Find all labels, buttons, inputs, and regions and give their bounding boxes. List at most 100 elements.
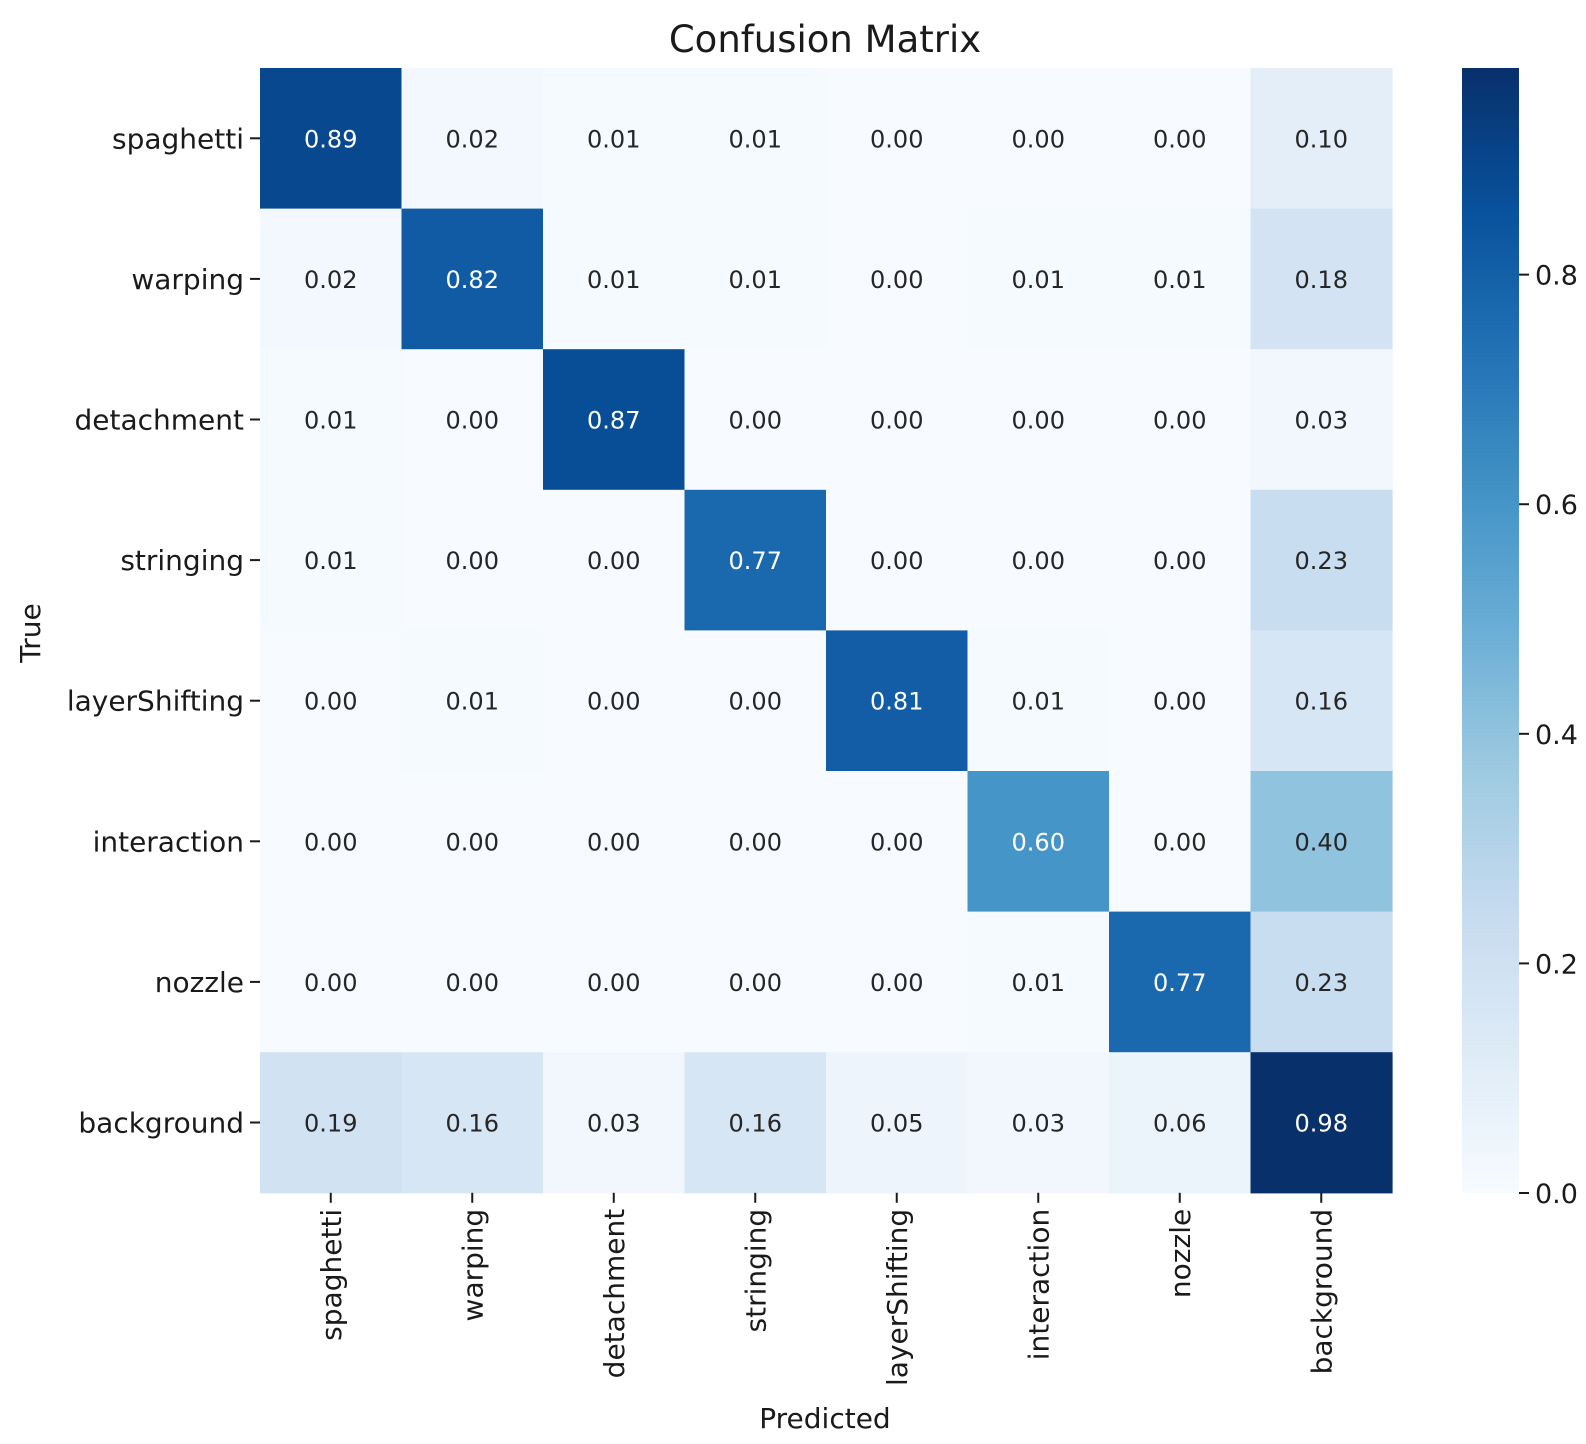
cell-value-label: 0.00 — [1153, 828, 1206, 856]
heatmap-cell — [1250, 489, 1393, 631]
x-tick-label: layerShifting — [881, 1209, 914, 1386]
heatmap-cell — [684, 1052, 827, 1194]
cell-value-label: 0.00 — [1012, 125, 1065, 153]
x-tick-label: interaction — [1022, 1209, 1055, 1360]
colorbar-ticks: 0.0 0.2 0.4 0.6 0.8 — [1519, 261, 1578, 1210]
cell-value-label: 0.00 — [1153, 547, 1206, 575]
cell-value-label: 0.77 — [1153, 969, 1206, 997]
cell-value-label: 0.01 — [1012, 969, 1065, 997]
heatmap-cell — [401, 911, 544, 1053]
heatmap-cell — [401, 208, 544, 350]
heatmap-cell — [401, 630, 544, 772]
x-tick-label: detachment — [598, 1209, 631, 1379]
y-axis-label: True — [14, 603, 47, 663]
cell-value-label: 0.00 — [304, 969, 357, 997]
colorbar-tick-label: 0.8 — [1535, 261, 1578, 292]
heatmap-cell — [1250, 1052, 1393, 1194]
cell-value-label: 0.60 — [1012, 828, 1065, 856]
y-tick-label: detachment — [74, 404, 244, 437]
cell-value-label: 0.00 — [1153, 407, 1206, 435]
x-axis-ticks: spaghetti warping detachment stringing layer… — [315, 1192, 1338, 1386]
heatmap-cell — [1250, 68, 1393, 210]
cell-value-label: 0.00 — [587, 688, 640, 716]
heatmap-cell — [401, 489, 544, 631]
cell-value-label: 0.01 — [1012, 688, 1065, 716]
heatmap-cell — [1109, 911, 1252, 1053]
colorbar-tick-label: 0.0 — [1535, 1179, 1578, 1210]
cell-value-label: 0.19 — [304, 1110, 357, 1138]
cell-value-label: 0.00 — [587, 828, 640, 856]
heatmap-cell — [260, 208, 403, 350]
x-axis-label: Predicted — [759, 1402, 890, 1435]
heatmap-cell — [543, 771, 686, 913]
heatmap-cell — [684, 630, 827, 772]
heatmap-cell — [260, 771, 403, 913]
heatmap-cell — [1250, 630, 1393, 772]
cell-value-label: 0.23 — [1295, 547, 1348, 575]
cell-value-label: 0.87 — [587, 407, 640, 435]
heatmap-cell — [543, 1052, 686, 1194]
heatmap-cell — [543, 349, 686, 491]
y-tick-label: layerShifting — [67, 685, 244, 718]
heatmap-cells — [260, 68, 1393, 1194]
cell-value-label: 0.00 — [587, 969, 640, 997]
heatmap-cell — [260, 630, 403, 772]
colorbar-tick-label: 0.4 — [1535, 720, 1578, 751]
heatmap-cell — [1109, 630, 1252, 772]
heatmap-cell — [260, 489, 403, 631]
cell-value-label: 0.00 — [870, 266, 923, 294]
y-tick-label: spaghetti — [112, 122, 244, 155]
heatmap-cell — [967, 771, 1110, 913]
cell-value-label: 0.00 — [729, 969, 782, 997]
cell-value-label: 0.00 — [446, 969, 499, 997]
heatmap-cell — [1250, 349, 1393, 491]
cell-value-label: 0.03 — [1012, 1110, 1065, 1138]
cell-value-label: 0.00 — [729, 688, 782, 716]
cell-value-label: 0.01 — [729, 125, 782, 153]
heatmap-cell — [826, 489, 969, 631]
heatmap-cell — [260, 1052, 403, 1194]
heatmap-cell — [967, 349, 1110, 491]
heatmap-cell — [543, 208, 686, 350]
cell-value-label: 0.05 — [870, 1110, 923, 1138]
cell-value-label: 0.16 — [446, 1110, 499, 1138]
heatmap-cell — [401, 1052, 544, 1194]
heatmap-cell — [1250, 208, 1393, 350]
heatmap-cell — [826, 208, 969, 350]
cell-value-label: 0.00 — [870, 828, 923, 856]
heatmap-cell — [401, 771, 544, 913]
cell-value-label: 0.02 — [304, 266, 357, 294]
heatmap-cell — [967, 1052, 1110, 1194]
heatmap-cell — [543, 911, 686, 1053]
heatmap-cell — [1250, 911, 1393, 1053]
heatmap-cell — [1109, 68, 1252, 210]
heatmap-cell — [684, 771, 827, 913]
y-axis-ticks: spaghetti warping detachment stringing layer… — [67, 122, 260, 1140]
heatmap-cell — [684, 208, 827, 350]
cell-value-label: 0.00 — [870, 407, 923, 435]
heatmap-cell — [967, 630, 1110, 772]
heatmap-cell — [1109, 349, 1252, 491]
heatmap-cell — [543, 630, 686, 772]
y-tick-label: background — [78, 1107, 244, 1140]
cell-value-label: 0.89 — [304, 125, 357, 153]
cell-value-label: 0.01 — [729, 266, 782, 294]
x-tick-label: stringing — [739, 1209, 772, 1333]
x-tick-label: nozzle — [1164, 1209, 1197, 1298]
heatmap-cell — [684, 349, 827, 491]
heatmap-cell — [1250, 771, 1393, 913]
x-tick-label: background — [1305, 1209, 1338, 1375]
cell-value-label: 0.00 — [304, 688, 357, 716]
cell-value-label: 0.81 — [870, 688, 923, 716]
cell-value-label: 0.77 — [729, 547, 782, 575]
cell-value-label: 0.16 — [1295, 688, 1348, 716]
cell-value-label: 0.01 — [1153, 266, 1206, 294]
cell-value-label: 0.00 — [446, 828, 499, 856]
cell-value-label: 0.00 — [1153, 125, 1206, 153]
heatmap-cell — [826, 911, 969, 1053]
heatmap-cell — [260, 911, 403, 1053]
heatmap-cell — [967, 489, 1110, 631]
heatmap-cell — [1109, 1052, 1252, 1194]
cell-value-label: 0.82 — [446, 266, 499, 294]
cell-value-label: 0.01 — [587, 125, 640, 153]
